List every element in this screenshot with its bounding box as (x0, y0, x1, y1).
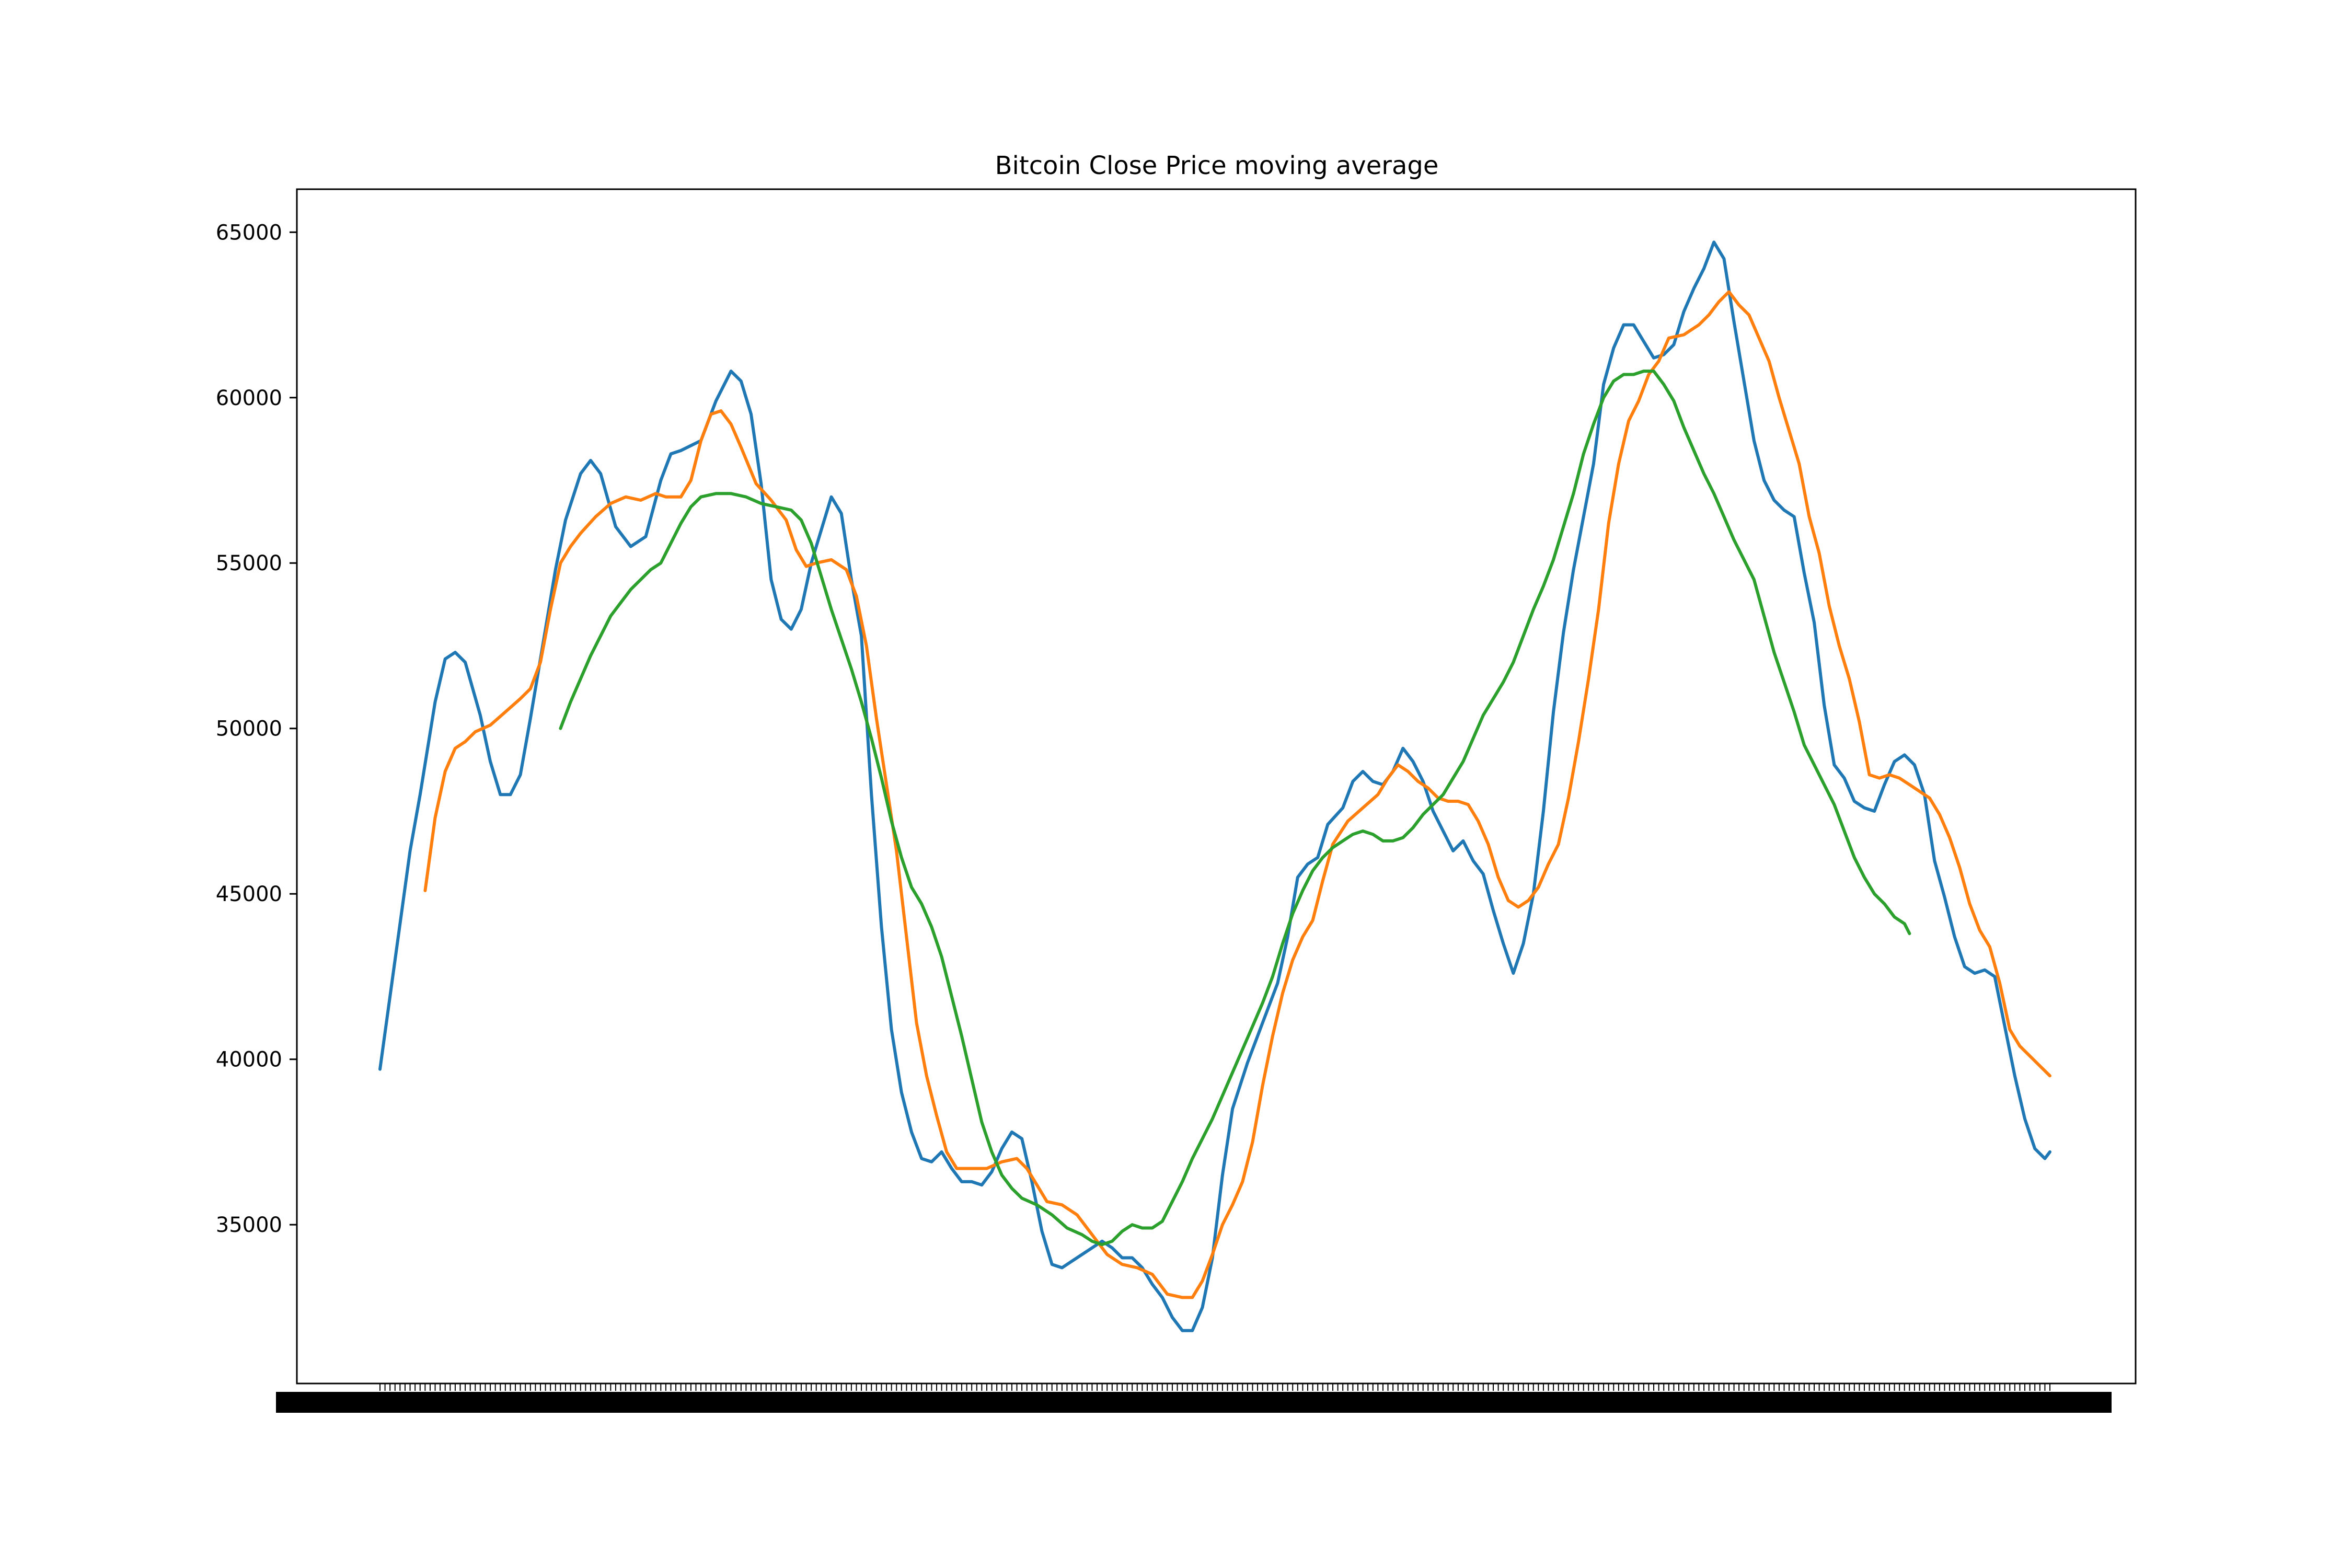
x-axis-ticks (276, 1383, 2112, 1413)
plot-area-frame (296, 188, 2137, 1385)
series-line-2 (423, 290, 2051, 1299)
series-line-3 (559, 370, 1911, 1247)
y-tick-label: 55000 (216, 551, 282, 575)
y-tick-label: 65000 (216, 221, 282, 245)
y-tick-label: 45000 (216, 882, 282, 906)
y-tick-label: 35000 (216, 1213, 282, 1237)
chart-title: Bitcoin Close Price moving average (995, 151, 1439, 180)
y-tick-label: 50000 (216, 717, 282, 741)
y-axis-ticks: 35000 40000 45000 50000 55000 60000 65000 (216, 221, 297, 1237)
y-tick-label: 60000 (216, 386, 282, 410)
y-tick-label: 40000 (216, 1048, 282, 1072)
series-layer (378, 240, 2051, 1332)
x-tick-labels-overlap (276, 1392, 2112, 1413)
